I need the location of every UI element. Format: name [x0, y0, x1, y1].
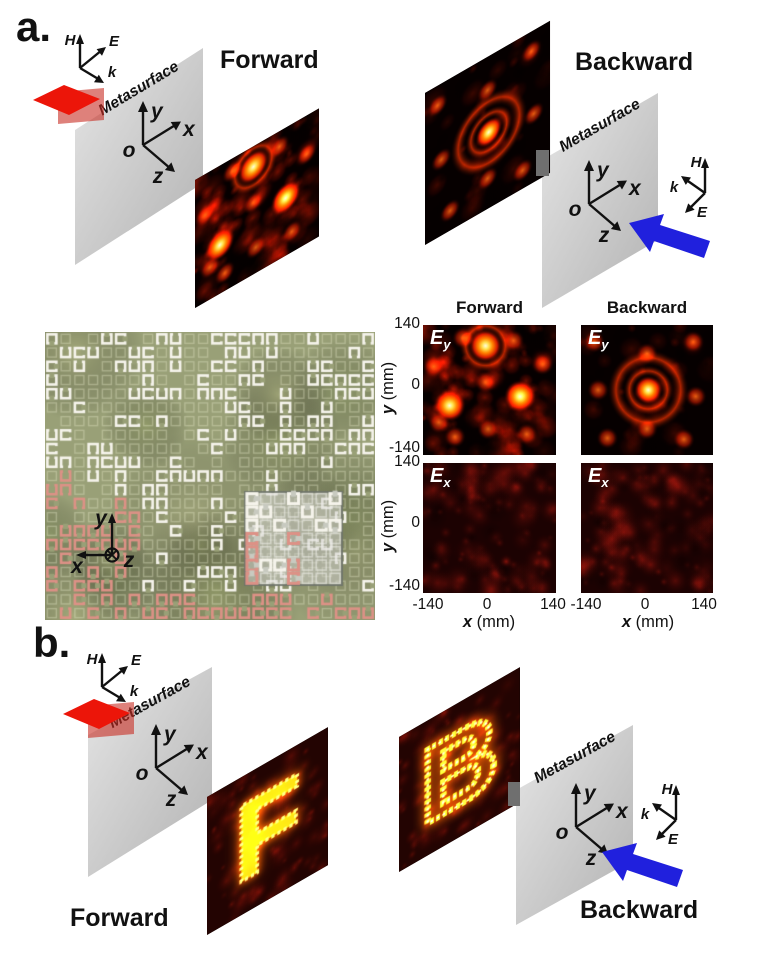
- x-tick: -140: [412, 596, 444, 613]
- y-axis-label: y: [583, 782, 597, 805]
- x-tick: 140: [540, 596, 566, 613]
- backward-title-a: Backward: [575, 48, 694, 76]
- origin-label: o: [556, 821, 569, 844]
- x-tick: 0: [640, 596, 650, 613]
- y-axis-caption: y (mm): [379, 361, 397, 415]
- x-axis-label: x: [70, 555, 84, 578]
- xyz-axes-backward-a: y x o z: [569, 159, 642, 247]
- y-tick: 0: [411, 514, 420, 531]
- xyz-axes-forward-a: y x o z: [123, 100, 196, 188]
- maps-header-forward: Forward: [455, 298, 524, 317]
- e-label: E: [668, 831, 679, 848]
- k-label: k: [108, 64, 117, 81]
- map-backward-ex: Ex: [581, 463, 713, 593]
- z-axis-label: z: [152, 165, 164, 188]
- y-axis-caption: y (mm): [379, 499, 397, 553]
- x-axis-caption: x (mm): [621, 613, 675, 631]
- backward-letter-image: [399, 667, 520, 872]
- hek-triad-backward-a: H k E: [670, 154, 709, 221]
- y-axis-label: y: [596, 159, 610, 182]
- x-axis-label: x: [182, 118, 196, 141]
- h-label: H: [87, 651, 99, 668]
- metasurface-photo: y x z: [45, 332, 375, 620]
- map-forward-ey-canvas: [423, 325, 556, 455]
- plane-edge-notch-a: [536, 150, 549, 176]
- ex-label: Ex: [430, 465, 451, 490]
- panel-a-label: a.: [16, 3, 52, 50]
- backward-speckle-canvas: [425, 20, 550, 245]
- backward-caption-b: Backward: [580, 896, 699, 924]
- map-backward-ey: Ey: [581, 325, 713, 455]
- hek-triad-forward-a: H E k: [65, 32, 120, 83]
- y-tick: 140: [394, 315, 420, 332]
- forward-title-a: Forward: [220, 46, 319, 74]
- h-label: H: [691, 154, 703, 171]
- z-axis-label: z: [123, 549, 135, 572]
- ex-label: Ex: [588, 465, 609, 490]
- ey-label: Ey: [588, 327, 609, 352]
- map-forward-ex-canvas: [423, 463, 556, 593]
- incident-wave-blue-arrow-b: [602, 843, 683, 887]
- k-label: k: [641, 806, 650, 823]
- incident-wave-red-arrow-a: [33, 85, 104, 124]
- k-label: k: [670, 179, 679, 196]
- metasurface-photo-canvas: [45, 332, 375, 620]
- e-label: E: [109, 33, 120, 50]
- metasurface-plane-backward-a: [542, 93, 658, 308]
- forward-hologram-3d-image: [195, 108, 319, 308]
- e-label: E: [131, 652, 142, 669]
- x-tick: 140: [691, 596, 717, 613]
- x-axis-label: x: [615, 800, 629, 823]
- z-axis-label: z: [165, 788, 177, 811]
- map-backward-ex-canvas: [581, 463, 713, 593]
- origin-label: o: [136, 762, 149, 785]
- metasurface-plane-backward-b: [516, 725, 633, 925]
- forward-speckle-canvas: [195, 108, 319, 308]
- y-tick: 140: [394, 453, 420, 470]
- x-tick: 0: [482, 596, 492, 613]
- map-backward-ey-canvas: [581, 325, 713, 455]
- z-axis-label: z: [598, 224, 610, 247]
- xyz-axes-forward-b: y x o z: [136, 723, 209, 811]
- letter-b-canvas: [399, 667, 520, 872]
- metasurface-plane-forward-a: [75, 48, 203, 265]
- y-tick: 0: [411, 376, 420, 393]
- hek-triad-backward-b: H k E: [641, 781, 680, 848]
- photo-xyz-axes: y x z: [70, 507, 135, 578]
- plane-edge-notch-b: [508, 782, 520, 806]
- h-label: H: [662, 781, 674, 798]
- x-axis-label: x: [195, 741, 209, 764]
- y-tick: -140: [388, 439, 420, 456]
- y-axis-label: y: [163, 723, 177, 746]
- y-axis-label: y: [94, 507, 108, 530]
- e-label: E: [697, 204, 708, 221]
- origin-label: o: [123, 139, 136, 162]
- map-forward-ey: Ey: [423, 325, 556, 455]
- xyz-axes-backward-b: y x o z: [556, 782, 629, 870]
- maps-header-backward: Backward: [606, 298, 688, 317]
- k-label: k: [130, 683, 139, 700]
- origin-label: o: [569, 198, 582, 221]
- x-axis-caption: x (mm): [462, 613, 516, 631]
- letter-f-canvas: [207, 727, 328, 935]
- panel-b-label: b.: [33, 619, 71, 666]
- forward-letter-image: [207, 727, 328, 935]
- y-axis-label: y: [150, 100, 164, 123]
- x-axis-label: x: [628, 177, 642, 200]
- incident-wave-red-arrow-b: [63, 699, 134, 738]
- hek-triad-forward-b: H E k: [87, 651, 142, 702]
- x-tick: -140: [570, 596, 602, 613]
- ey-label: Ey: [430, 327, 451, 352]
- y-tick: -140: [388, 577, 420, 594]
- incident-wave-blue-arrow-a: [629, 214, 710, 258]
- forward-caption-b: Forward: [70, 904, 169, 932]
- backward-hologram-3d-image: [425, 20, 550, 245]
- map-forward-ex: Ex: [423, 463, 556, 593]
- h-label: H: [65, 32, 77, 49]
- z-axis-label: z: [585, 847, 597, 870]
